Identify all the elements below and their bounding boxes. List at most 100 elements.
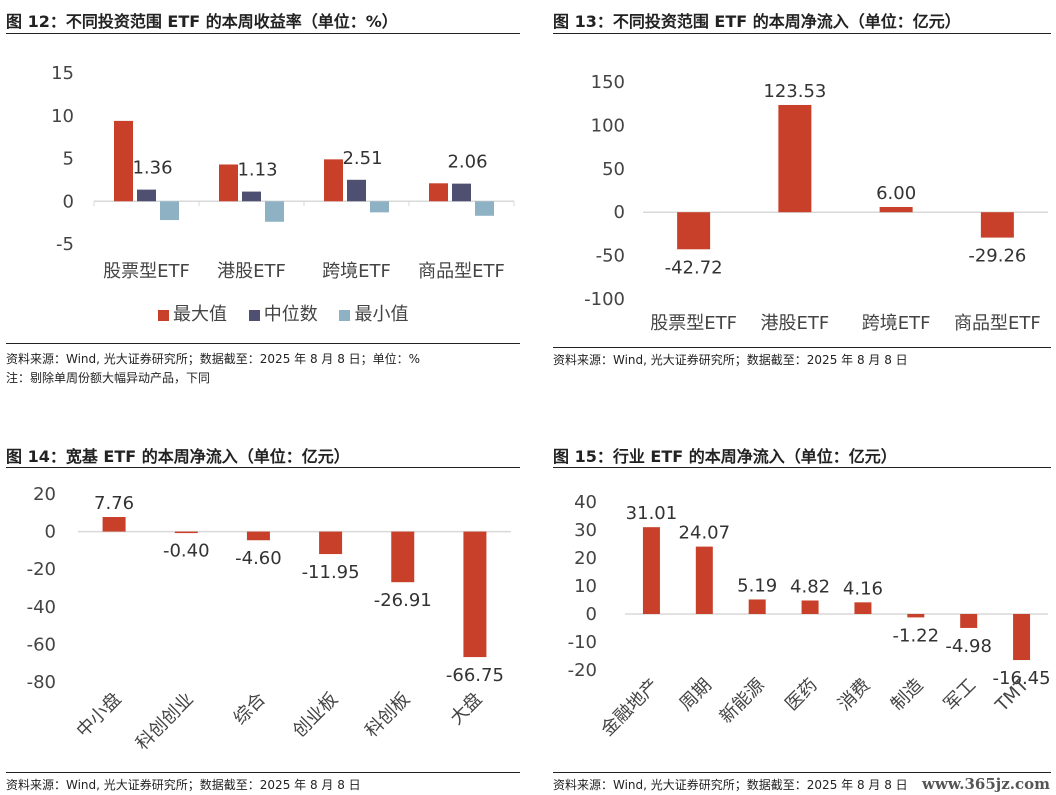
y-tick-label: -5 (56, 234, 74, 255)
y-tick-label: 0 (614, 202, 625, 223)
title-rule (553, 33, 1051, 34)
data-label: -42.72 (665, 257, 723, 278)
y-tick-label: 5 (63, 149, 74, 170)
data-label: -4.98 (945, 636, 992, 657)
x-tick-label: 港股ETF (761, 313, 830, 334)
bar (642, 527, 660, 614)
x-tick-label: 创业板 (289, 689, 342, 742)
source-rule (6, 772, 520, 773)
y-tick-label: -80 (27, 672, 56, 693)
bar (114, 120, 133, 202)
data-label: -16.45 (993, 668, 1051, 689)
data-label: -11.95 (302, 562, 360, 583)
bar (391, 531, 415, 583)
bar (324, 159, 343, 202)
bar (801, 600, 819, 614)
y-tick-label: -40 (27, 597, 56, 618)
y-tick-label: 40 (574, 492, 597, 513)
y-tick-label: 50 (602, 159, 625, 180)
y-tick-label: -50 (596, 246, 625, 267)
title-rule (553, 467, 1051, 468)
y-tick-label: -10 (568, 632, 597, 653)
x-tick-label: 港股ETF (217, 261, 286, 282)
bar (246, 531, 270, 541)
x-tick-label: 制造 (887, 675, 927, 715)
x-tick-label: 新能源 (716, 675, 769, 728)
legend-label: 最小值 (354, 304, 409, 325)
x-tick-label: 医药 (781, 675, 821, 715)
panel-fig14: 图 14：宽基 ETF 的本周净流入（单位：亿元） 20 0 -20 -40 -60 -8… (6, 438, 520, 795)
source-rule (6, 343, 520, 344)
bar (160, 201, 179, 221)
x-tick-label: 大盘 (446, 689, 486, 729)
legend-swatch-red (158, 309, 169, 321)
x-tick-label: 消费 (834, 675, 874, 715)
x-tick-label: 跨境ETF (862, 313, 931, 334)
bar (879, 206, 913, 213)
chart-legend: 最大值 中位数 最小值 (158, 300, 424, 326)
data-label: 1.13 (237, 160, 277, 181)
y-tick-label: -20 (27, 559, 56, 580)
y-tick-label: 20 (574, 548, 597, 569)
x-tick-label: 商品型ETF (418, 261, 505, 282)
y-tick-label: 10 (51, 106, 74, 127)
chart-title: 图 15：行业 ETF 的本周净流入（单位：亿元） (553, 447, 897, 466)
data-label: -29.26 (968, 246, 1026, 267)
source-text: 资料来源：Wind, 光大证券研究所；数据截至：2025 年 8 月 8 日 (553, 778, 908, 792)
panel-fig13: 图 13：不同投资范围 ETF 的本周净流入（单位：亿元） 150 100 50 0 -… (553, 0, 1051, 395)
bar (452, 183, 471, 202)
source-rule (553, 347, 1051, 348)
data-label: 31.01 (626, 503, 678, 524)
source-text: 资料来源：Wind, 光大证券研究所；数据截至：2025 年 8 月 8 日 (6, 778, 361, 792)
data-label: 4.16 (843, 578, 883, 599)
data-label: -66.75 (446, 665, 504, 686)
chart-industry-inflow: 40 30 20 10 0 -10 -20 31.01 金融地产 24.07 周期 5.19 新能源 4.… (568, 492, 1051, 741)
y-tick-label: 30 (574, 520, 597, 541)
y-tick-label: -60 (27, 634, 56, 655)
y-tick-label: -20 (568, 660, 597, 681)
chart-title: 图 14：宽基 ETF 的本周净流入（单位：亿元） (6, 447, 350, 466)
x-tick-label: 跨境ETF (322, 261, 391, 282)
source-text: 资料来源：Wind, 光大证券研究所；数据截至：2025 年 8 月 8 日 (553, 353, 908, 367)
bar (960, 614, 978, 628)
x-tick-label: 股票型ETF (650, 313, 737, 334)
data-label: 1.36 (132, 158, 172, 179)
source-rule (553, 772, 1051, 773)
bar (174, 531, 198, 534)
bar (677, 212, 711, 250)
panel-fig15: 图 15：行业 ETF 的本周净流入（单位：亿元） 40 30 20 10 0 -10 -2… (553, 438, 1051, 795)
x-tick-label: 商品型ETF (954, 313, 1041, 334)
bar (1013, 614, 1031, 661)
bar (219, 164, 238, 202)
y-tick-label: 10 (574, 576, 597, 597)
legend-item-max: 最大值 (158, 304, 227, 325)
bar (370, 201, 389, 213)
bar (475, 201, 494, 216)
y-tick-label: 150 (591, 72, 625, 93)
bar (980, 212, 1014, 238)
bar (463, 531, 487, 658)
x-tick-label: 金融地产 (597, 675, 663, 741)
y-tick-label: 0 (586, 604, 597, 625)
bar (319, 531, 343, 555)
data-label: -4.60 (235, 548, 282, 569)
y-tick-label: 100 (591, 115, 625, 136)
data-label: -26.91 (374, 590, 432, 611)
bar (695, 546, 713, 614)
data-label: 24.07 (679, 523, 731, 544)
x-tick-label: 股票型ETF (103, 261, 190, 282)
title-rule (6, 33, 520, 34)
bar (854, 602, 872, 614)
legend-item-min: 最小值 (339, 304, 408, 325)
bar (429, 183, 448, 202)
panel-fig12: 图 12：不同投资范围 ETF 的本周收益率（单位：%） 15 10 5 0 -5 1.3… (6, 0, 520, 395)
data-label: 6.00 (876, 183, 916, 204)
bar (137, 189, 156, 202)
bar (347, 179, 366, 202)
data-label: -1.22 (893, 625, 940, 646)
bar (242, 191, 261, 202)
bar (102, 517, 126, 532)
y-tick-label: 20 (33, 484, 56, 505)
chart-broad-base-inflow: 20 0 -20 -40 -60 -80 7.76 中小盘 -0.40 科创创业 -4.60 综合 -1… (27, 484, 511, 754)
chart-title: 图 12：不同投资范围 ETF 的本周收益率（单位：%） (6, 12, 398, 31)
